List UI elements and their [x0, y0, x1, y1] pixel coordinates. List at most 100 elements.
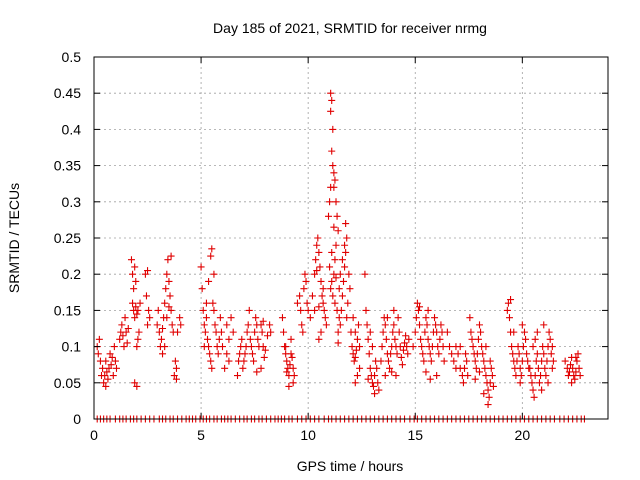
data-point-marker — [102, 382, 110, 390]
y-tick-label: 0.4 — [62, 121, 82, 137]
data-point-marker — [334, 339, 342, 347]
data-point-marker — [548, 343, 556, 351]
data-point-marker — [482, 343, 490, 351]
data-point-marker — [254, 335, 262, 343]
data-point-marker — [101, 372, 109, 380]
y-tick-label: 0.35 — [54, 158, 81, 174]
data-point-marker — [348, 343, 356, 351]
data-point-marker — [297, 306, 305, 314]
data-point-marker — [482, 372, 490, 380]
data-point-marker — [285, 382, 293, 390]
chart-title: Day 185 of 2021, SRMTID for receiver nrm… — [213, 20, 487, 36]
data-point-marker — [336, 321, 344, 329]
data-point-marker — [198, 285, 206, 293]
data-point-marker — [219, 343, 226, 351]
data-point-marker — [411, 328, 419, 336]
data-point-marker — [356, 364, 364, 372]
data-point-marker — [244, 321, 252, 329]
data-point-marker — [505, 314, 513, 322]
data-point-marker — [419, 350, 427, 358]
data-point-marker — [165, 277, 173, 285]
data-point-marker — [409, 343, 417, 351]
data-point-marker — [403, 343, 411, 351]
data-point-marker — [570, 372, 578, 380]
data-point-marker — [288, 353, 296, 361]
data-point-marker — [134, 306, 142, 314]
data-point-marker — [540, 350, 548, 358]
data-point-marker — [464, 372, 472, 380]
data-point-marker — [486, 379, 494, 387]
data-point-marker — [129, 270, 137, 278]
data-point-marker — [362, 306, 370, 314]
data-point-marker — [206, 350, 214, 358]
data-point-marker — [383, 314, 391, 322]
data-point-marker — [127, 256, 135, 264]
data-point-marker — [141, 270, 149, 278]
data-point-marker — [331, 256, 339, 264]
data-point-marker — [210, 270, 218, 278]
data-point-marker — [416, 303, 424, 311]
data-point-marker — [342, 248, 350, 256]
data-point-marker — [353, 372, 361, 380]
data-point-marker — [378, 343, 386, 351]
data-point-marker — [396, 343, 404, 351]
data-point-marker — [371, 372, 379, 380]
data-point-marker — [547, 350, 555, 358]
data-point-marker — [349, 314, 357, 322]
data-point-marker — [329, 125, 337, 133]
data-point-marker — [311, 270, 319, 278]
y-tick-label: 0.25 — [54, 230, 81, 246]
data-point-marker — [414, 306, 422, 314]
data-point-marker — [342, 220, 350, 228]
data-point-marker — [283, 368, 291, 376]
data-point-marker — [349, 350, 357, 358]
data-point-marker — [401, 339, 409, 347]
data-point-marker — [123, 339, 131, 347]
data-point-marker — [481, 364, 489, 372]
data-point-marker — [350, 357, 358, 365]
data-point-marker — [393, 350, 401, 358]
data-point-marker — [258, 328, 266, 336]
data-point-marker — [487, 364, 495, 372]
data-point-marker — [529, 343, 537, 351]
data-point-marker — [426, 375, 434, 383]
data-point-marker — [509, 350, 517, 358]
data-point-marker — [240, 357, 248, 365]
data-point-marker — [102, 357, 110, 365]
data-point-marker — [477, 328, 485, 336]
data-point-marker — [448, 350, 456, 358]
data-point-marker — [303, 299, 311, 307]
data-point-marker — [523, 350, 531, 358]
data-point-marker — [565, 368, 573, 376]
data-point-marker — [332, 241, 340, 249]
data-point-marker — [326, 198, 334, 206]
data-point-marker — [142, 292, 150, 300]
data-point-marker — [334, 328, 342, 336]
data-point-marker — [422, 368, 430, 376]
data-point-marker — [327, 285, 335, 293]
data-point-marker — [94, 350, 102, 358]
data-point-marker — [330, 223, 338, 231]
data-point-marker — [332, 274, 340, 282]
data-point-marker — [488, 372, 496, 380]
data-point-marker — [364, 375, 372, 383]
data-point-marker — [569, 364, 577, 372]
y-tick-label: 0.15 — [54, 302, 81, 318]
data-point-marker — [573, 357, 581, 365]
data-point-marker — [388, 368, 396, 376]
data-point-marker — [394, 314, 402, 322]
data-point-marker — [328, 277, 336, 285]
data-point-marker — [373, 364, 381, 372]
data-point-marker — [341, 263, 349, 271]
data-point-marker — [353, 335, 361, 343]
data-point-marker — [257, 364, 265, 372]
data-point-marker — [418, 343, 426, 351]
data-point-marker — [516, 379, 524, 387]
data-point-marker — [317, 328, 325, 336]
data-point-marker — [245, 306, 253, 314]
data-point-marker — [507, 296, 515, 304]
data-point-marker — [517, 372, 525, 380]
data-point-marker — [260, 353, 268, 361]
data-point-marker — [229, 328, 237, 336]
data-point-marker — [351, 379, 359, 387]
